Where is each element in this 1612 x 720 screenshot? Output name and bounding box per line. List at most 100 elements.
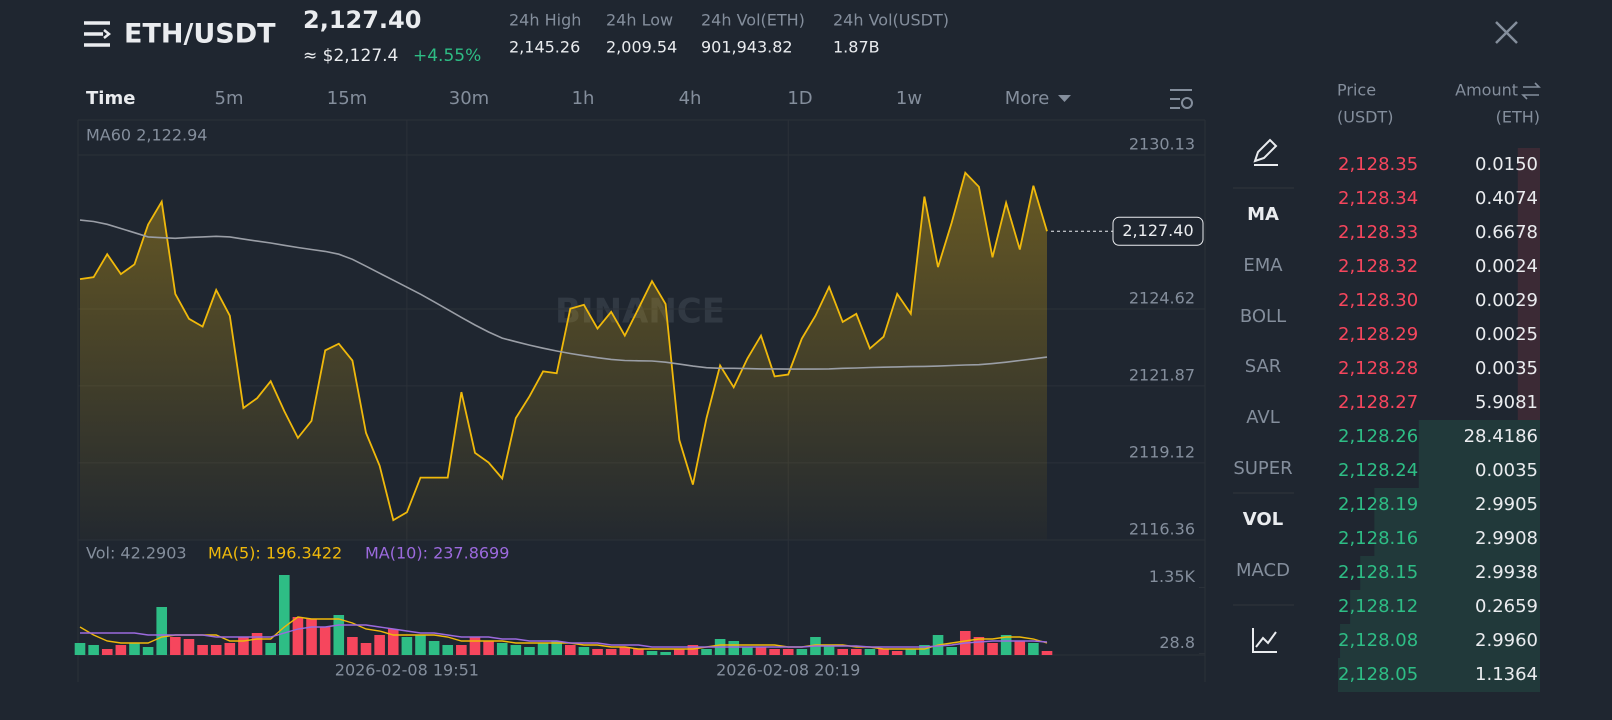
ask-depth <box>1517 284 1540 318</box>
timeframe[interactable]: 30m <box>449 88 489 109</box>
bid-amount[interactable]: 2.9908 <box>1475 528 1538 549</box>
ma60-legend: MA60 2,122.94 <box>86 126 207 145</box>
ask-amount[interactable]: 0.0029 <box>1475 290 1538 311</box>
timeframe[interactable]: More <box>1005 88 1050 109</box>
volume-bar <box>782 649 794 655</box>
volume-bar <box>973 637 985 655</box>
timeframe[interactable]: 5m <box>215 88 244 109</box>
chart-type-icon[interactable] <box>1252 628 1277 653</box>
y-tick-label: 28.8 <box>1159 633 1195 652</box>
bid-amount[interactable]: 2.9938 <box>1475 562 1538 583</box>
volume-bar <box>306 619 317 655</box>
swap-icon[interactable] <box>1521 82 1541 100</box>
volume-bar <box>673 649 685 655</box>
bid-amount[interactable]: 1.1364 <box>1475 664 1538 685</box>
volume-legend: MA(10): 237.8699 <box>365 544 509 563</box>
last-price-label: 2,127.40 <box>1122 221 1193 240</box>
bid-price[interactable]: 2,128.08 <box>1338 630 1418 651</box>
ask-amount[interactable]: 0.0150 <box>1475 154 1538 175</box>
volume-bar <box>142 647 154 655</box>
volume-bar <box>210 645 222 655</box>
bid-amount[interactable]: 0.0035 <box>1475 460 1538 481</box>
timeframe[interactable]: 15m <box>327 88 367 109</box>
ask-amount[interactable]: 0.0035 <box>1475 358 1538 379</box>
ask-price[interactable]: 2,128.30 <box>1338 290 1418 311</box>
volume-bar <box>278 575 290 655</box>
chart-settings-icon[interactable] <box>1170 89 1193 109</box>
ask-amount[interactable]: 5.9081 <box>1475 392 1538 413</box>
volume-bar <box>646 651 658 655</box>
ask-amount[interactable]: 0.6678 <box>1475 222 1538 243</box>
bid-price[interactable]: 2,128.12 <box>1338 596 1418 617</box>
amount-header[interactable]: Amount <box>1455 81 1518 100</box>
draw-icon[interactable] <box>1253 138 1278 166</box>
volume-bar <box>551 641 562 655</box>
volume-bar <box>115 645 127 655</box>
timeframe[interactable]: 4h <box>679 88 702 109</box>
bid-price[interactable]: 2,128.16 <box>1338 528 1418 549</box>
bid-amount[interactable]: 0.2659 <box>1475 596 1538 617</box>
bid-price[interactable]: 2,128.15 <box>1338 562 1418 583</box>
timeframe[interactable]: 1D <box>787 88 812 109</box>
indicator[interactable]: MA <box>1247 204 1279 225</box>
volume-bar <box>387 629 399 655</box>
volume-bar <box>265 643 276 655</box>
ask-price[interactable]: 2,128.35 <box>1338 154 1418 175</box>
bid-amount[interactable]: 28.4186 <box>1464 426 1538 447</box>
y-tick-label: 2121.87 <box>1129 365 1195 384</box>
timeframe[interactable]: 1w <box>896 88 922 109</box>
menu-icon[interactable] <box>84 21 112 47</box>
volume-bar <box>905 649 917 655</box>
ask-price[interactable]: 2,128.34 <box>1338 188 1418 209</box>
indicator[interactable]: SAR <box>1245 356 1282 377</box>
timeframe[interactable]: 1h <box>572 88 595 109</box>
bid-price[interactable]: 2,128.05 <box>1338 664 1418 685</box>
volume-bar <box>837 649 849 655</box>
indicator[interactable]: EMA <box>1243 255 1283 276</box>
indicator[interactable]: AVL <box>1246 407 1280 428</box>
volume-bar <box>524 647 535 655</box>
indicator[interactable]: MACD <box>1236 560 1290 581</box>
bid-depth <box>1360 556 1540 590</box>
volume-bar <box>755 647 767 655</box>
pair[interactable]: ETH/USDT <box>124 19 276 50</box>
bid-depth <box>1338 658 1540 692</box>
bid-price[interactable]: 2,128.26 <box>1338 426 1418 447</box>
price-unit: (USDT) <box>1337 108 1393 127</box>
volume-bar <box>483 641 494 655</box>
volume-bar <box>592 649 603 655</box>
dropdown-arrow[interactable] <box>1058 95 1071 102</box>
ask-amount[interactable]: 0.0025 <box>1475 324 1538 345</box>
ask-amount[interactable]: 0.4074 <box>1475 188 1538 209</box>
bid-price[interactable]: 2,128.19 <box>1338 494 1418 515</box>
indicator[interactable]: BOLL <box>1240 306 1286 327</box>
indicator[interactable]: VOL <box>1243 509 1283 530</box>
volume-legend: MA(5): 196.3422 <box>208 544 342 563</box>
volume-bar <box>823 645 835 655</box>
ask-depth <box>1517 250 1540 284</box>
ask-price[interactable]: 2,128.27 <box>1338 392 1418 413</box>
bid-depth <box>1418 454 1540 488</box>
bid-price[interactable]: 2,128.24 <box>1338 460 1418 481</box>
ask-price[interactable]: 2,128.28 <box>1338 358 1418 379</box>
volume-bar <box>1000 635 1012 655</box>
ask-amount[interactable]: 0.0024 <box>1475 256 1538 277</box>
ask-price[interactable]: 2,128.33 <box>1338 222 1418 243</box>
ask-price[interactable]: 2,128.29 <box>1338 324 1418 345</box>
bid-depth <box>1374 488 1540 522</box>
y-tick-label: 2119.12 <box>1129 442 1195 461</box>
volume-bar <box>687 645 699 655</box>
volume-bar <box>374 635 385 655</box>
ask-price[interactable]: 2,128.32 <box>1338 256 1418 277</box>
volume-bar <box>197 645 208 655</box>
timeframe[interactable]: Time <box>86 88 135 109</box>
bid-depth <box>1350 590 1540 624</box>
indicator[interactable]: SUPER <box>1233 458 1292 479</box>
x-tick-label: 2026-02-08 19:51 <box>335 661 479 680</box>
bid-amount[interactable]: 2.9960 <box>1475 630 1538 651</box>
bid-amount[interactable]: 2.9905 <box>1475 494 1538 515</box>
close-icon[interactable] <box>1495 21 1518 44</box>
volume-bar <box>1014 641 1026 655</box>
volume-bar <box>319 627 331 655</box>
